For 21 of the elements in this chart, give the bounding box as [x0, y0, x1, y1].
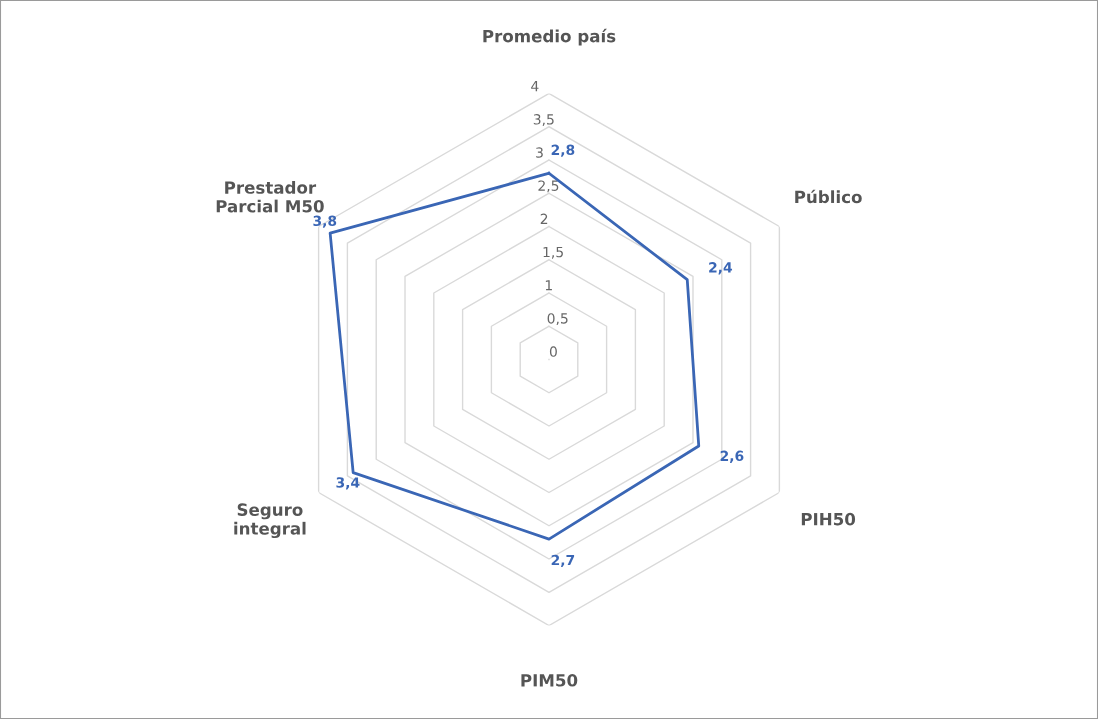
data-label: 2,6: [720, 450, 744, 463]
data-label: 3,4: [336, 477, 360, 490]
data-label: 2,7: [551, 554, 575, 568]
spoke-label: Seguro integral: [234, 503, 306, 539]
data-label: 3,8: [313, 215, 337, 228]
data-label: 2,4: [709, 262, 733, 275]
spoke-label: Prestador Parcial M50: [216, 180, 324, 213]
y-tick-label: 2,5: [538, 180, 559, 193]
y-tick-label: 4: [531, 81, 539, 92]
y-tick-label: 2: [540, 213, 548, 224]
spoke-label: Público: [795, 189, 862, 204]
spoke-label: Promedio país: [483, 28, 616, 46]
y-tick-label: 0,5: [547, 313, 568, 326]
spoke-label: PIH50: [801, 512, 856, 526]
y-tick-label: 0: [549, 346, 557, 357]
spoke-label: PIM50: [521, 674, 578, 687]
y-tick-label: 3,5: [533, 114, 554, 127]
y-tick-label: 1,5: [543, 246, 563, 259]
y-tick-label: 1: [545, 280, 552, 291]
y-tick-label: 3: [536, 147, 543, 158]
data-label: 2,8: [551, 144, 575, 157]
